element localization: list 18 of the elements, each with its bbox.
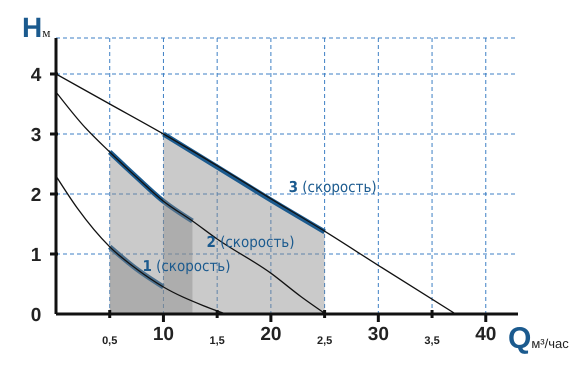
series-label: 1 (скорость) bbox=[142, 257, 231, 275]
y-axis-title: Hм bbox=[22, 12, 50, 44]
x-tick-label: 1,5 bbox=[210, 335, 225, 347]
y-tick-label: 3 bbox=[30, 125, 42, 146]
x-tick-label: 2,5 bbox=[316, 335, 332, 347]
y-tick-label: 0 bbox=[30, 305, 42, 326]
x2-tick-label: 10 bbox=[152, 324, 174, 345]
series-label: 3 (скорость) bbox=[288, 178, 377, 196]
x-axis-title: Qм³/час bbox=[508, 322, 569, 355]
x-tick-label: 3,5 bbox=[424, 335, 440, 347]
series-label: 2 (скорость) bbox=[206, 233, 295, 251]
x-tick-label: 0,5 bbox=[102, 335, 118, 347]
y-tick-label: 4 bbox=[30, 65, 42, 86]
x2-tick-label: 40 bbox=[475, 324, 496, 345]
y-tick-label: 1 bbox=[30, 245, 42, 266]
x2-tick-label: 30 bbox=[368, 324, 389, 345]
y-tick-label: 2 bbox=[30, 185, 42, 206]
x2-tick-label: 20 bbox=[260, 324, 282, 345]
